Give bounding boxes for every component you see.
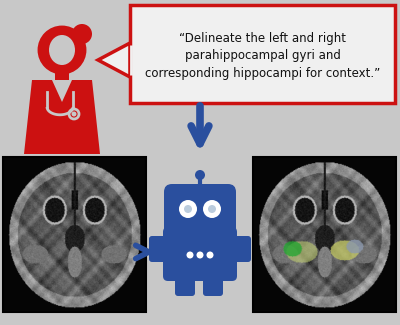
Circle shape	[208, 205, 216, 213]
FancyBboxPatch shape	[130, 5, 395, 103]
Text: “Delineate the left and right
parahippocampal gyri and
corresponding hippocampi : “Delineate the left and right parahippoc…	[145, 32, 380, 80]
Circle shape	[179, 200, 197, 218]
Circle shape	[203, 200, 221, 218]
FancyBboxPatch shape	[175, 272, 195, 296]
Circle shape	[40, 28, 84, 72]
FancyBboxPatch shape	[164, 184, 236, 240]
FancyBboxPatch shape	[233, 236, 251, 262]
Circle shape	[72, 24, 92, 44]
Ellipse shape	[49, 35, 75, 65]
Circle shape	[195, 170, 205, 180]
Circle shape	[184, 205, 192, 213]
Circle shape	[206, 252, 214, 258]
FancyBboxPatch shape	[163, 227, 237, 281]
FancyBboxPatch shape	[149, 236, 167, 262]
Polygon shape	[52, 80, 72, 102]
Circle shape	[186, 252, 194, 258]
Circle shape	[72, 111, 76, 116]
FancyBboxPatch shape	[55, 64, 69, 84]
Polygon shape	[24, 80, 100, 154]
Polygon shape	[98, 43, 130, 77]
Circle shape	[196, 252, 204, 258]
FancyBboxPatch shape	[203, 272, 223, 296]
